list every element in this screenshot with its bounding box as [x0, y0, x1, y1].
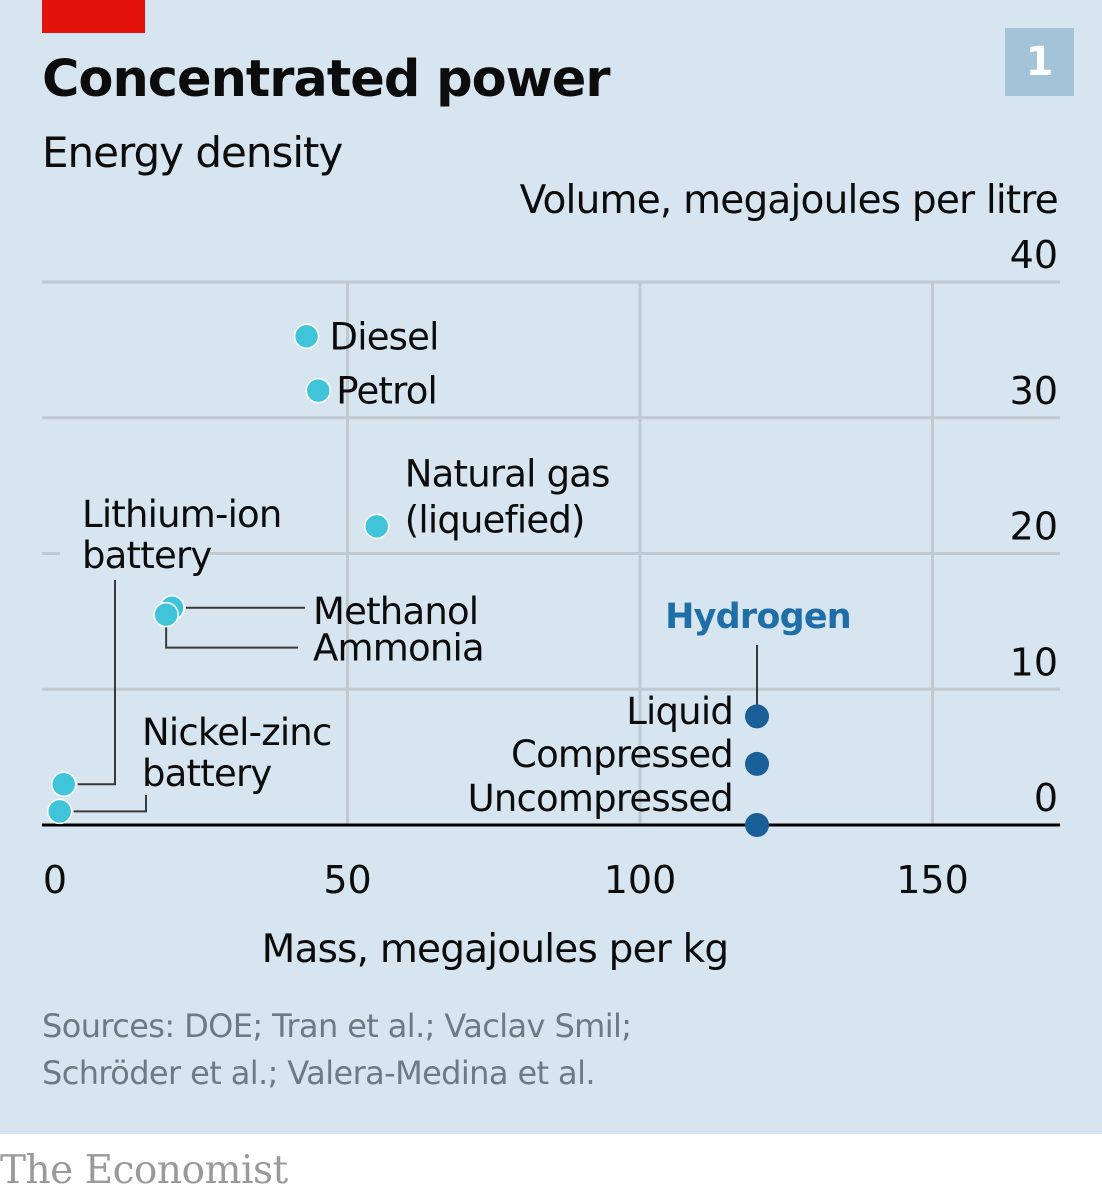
- label-lithium-ion: Lithium-ion: [82, 493, 282, 536]
- label-nickel-zinc: battery: [142, 752, 271, 795]
- source-line-1: Sources: DOE; Tran et al.; Vaclav Smil;: [42, 1007, 632, 1045]
- label-diesel: Diesel: [330, 315, 439, 358]
- leader-ammonia: [165, 624, 298, 649]
- brand-logo: The Economist: [0, 1148, 288, 1193]
- point-ammonia: [153, 601, 179, 628]
- y-axis-title: Volume, megajoules per litre: [520, 178, 1058, 223]
- hydrogen-series-label: Hydrogen: [665, 597, 851, 637]
- point-petrol: [305, 377, 331, 404]
- label-natural-gas: Natural gas: [405, 452, 610, 495]
- chart-title: Concentrated power: [42, 50, 610, 109]
- point-hydrogen-liquid: [745, 704, 769, 729]
- x-axis-title: Mass, megajoules per kg: [262, 927, 729, 972]
- red-tag: [42, 0, 145, 33]
- label-ammonia: Ammonia: [313, 627, 484, 670]
- leader-lines: [73, 580, 758, 813]
- y-tick-label: 0: [1034, 776, 1058, 820]
- y-tick-label: 30: [1010, 369, 1058, 413]
- y-tick-label: 20: [1010, 505, 1058, 549]
- chart-number-badge: 1: [1005, 28, 1074, 96]
- label-hydrogen-compressed: Compressed: [511, 733, 733, 776]
- leader-lithium-ion: [77, 580, 116, 786]
- x-tick-label: 50: [323, 858, 371, 902]
- x-tick-label: 0: [43, 858, 67, 902]
- x-tick-label: 100: [604, 858, 677, 902]
- source-note: Sources: DOE; Tran et al.; Vaclav Smil; …: [42, 1003, 632, 1097]
- data-points: [46, 323, 769, 837]
- label-hydrogen-uncompressed: Uncompressed: [468, 777, 733, 820]
- point-diesel: [293, 323, 320, 350]
- label-hydrogen-liquid: Liquid: [626, 690, 733, 733]
- gridlines: [42, 280, 1060, 825]
- y-tick-label: 40: [1010, 233, 1058, 277]
- label-petrol: Petrol: [336, 370, 437, 413]
- chart-panel: [0, 0, 1102, 1134]
- label-natural-gas: (liquefied): [405, 498, 585, 541]
- point-lithium-ion: [51, 771, 77, 798]
- leader-nickel-zinc: [73, 795, 147, 813]
- point-natural-gas: [364, 513, 390, 540]
- point-nickel-zinc: [46, 798, 73, 825]
- y-tick-label: 10: [1010, 640, 1058, 684]
- point-hydrogen-uncompressed: [745, 813, 769, 837]
- label-lithium-ion: battery: [82, 534, 211, 577]
- scatter-plot: 0 10 20 30 40 0 50 100 150 Diesel Petrol Natural ga…: [42, 178, 1060, 972]
- label-nickel-zinc: Nickel-zinc: [142, 711, 332, 754]
- chart-subtitle: Energy density: [42, 128, 343, 177]
- x-tick-label: 150: [896, 858, 969, 902]
- label-mask: [60, 547, 210, 560]
- label-methanol: Methanol: [313, 590, 478, 633]
- point-labels: 0 10 20 30 40 0 50 100 150 Diesel Petrol Natural ga…: [43, 233, 1058, 902]
- source-line-2: Schröder et al.; Valera-Medina et al.: [42, 1054, 596, 1092]
- point-hydrogen-compressed: [745, 751, 769, 776]
